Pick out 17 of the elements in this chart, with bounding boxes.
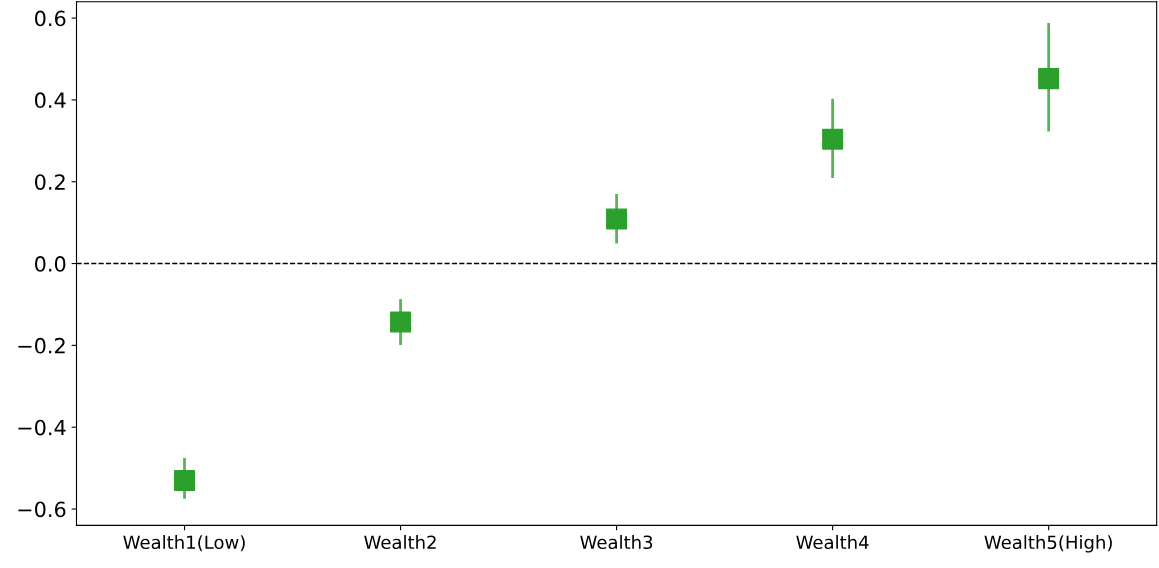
- y-tick-label: 0.0: [35, 256, 66, 272]
- point: [390, 311, 412, 333]
- x-tick-label: Wealth1(Low): [123, 535, 245, 552]
- y-tick-label: −0.6: [18, 501, 66, 518]
- point: [822, 128, 844, 150]
- y-tick-label: 0.4: [35, 92, 66, 109]
- y-tick-label: −0.4: [18, 419, 66, 436]
- x-tick-label: Wealth3: [580, 535, 653, 550]
- x-tick-label: Wealth2: [364, 535, 436, 550]
- x-tick-label: Wealth5(High): [984, 535, 1112, 553]
- point: [606, 208, 628, 230]
- point: [1038, 68, 1060, 90]
- y-tick-label: 0.6: [35, 10, 66, 27]
- x-tick-label: Wealth4: [796, 535, 869, 550]
- y-tick-label: −0.2: [18, 337, 65, 354]
- y-tick-label: 0.2: [35, 174, 65, 190]
- point: [173, 469, 196, 491]
